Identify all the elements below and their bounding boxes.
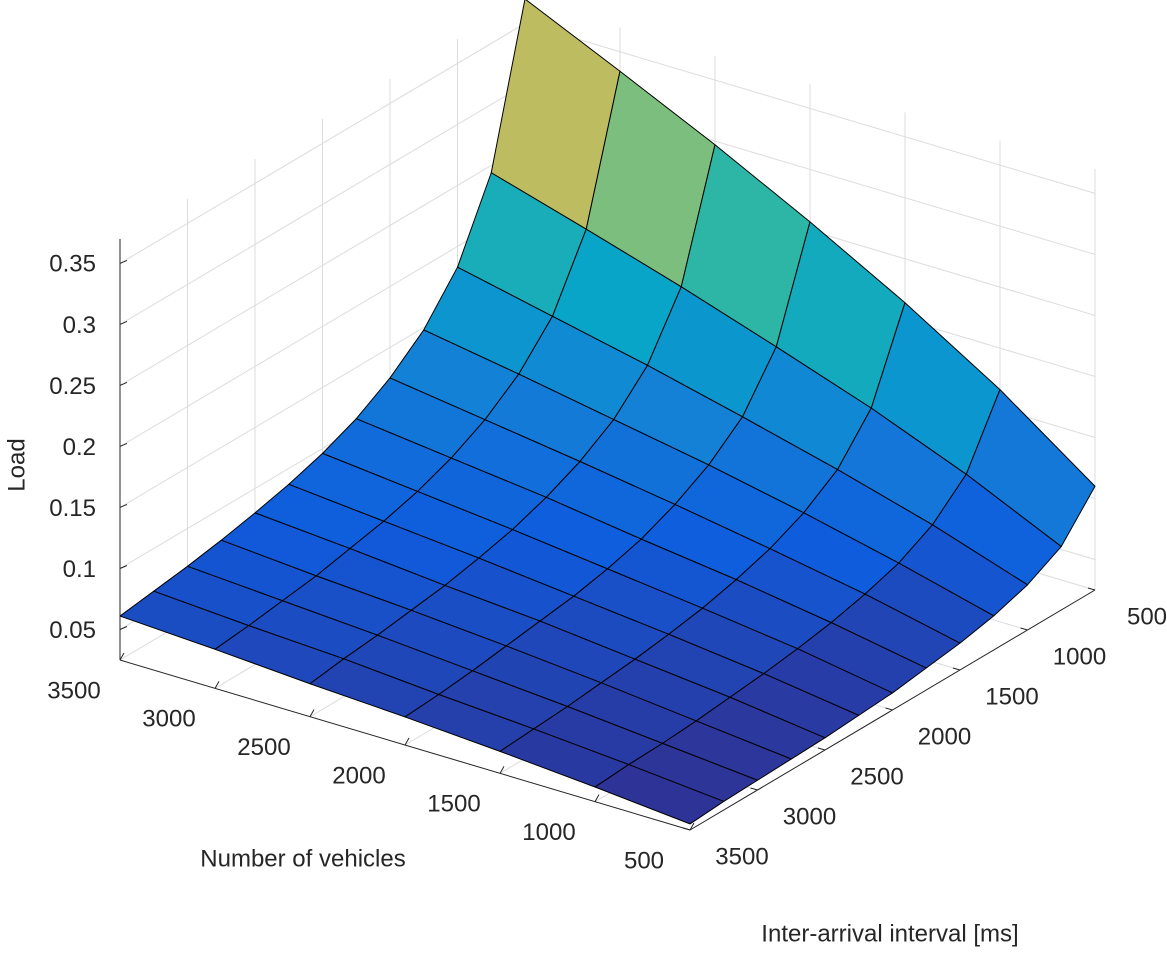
grid-line [119, 22, 526, 264]
z-tick-label: 0.3 [63, 312, 96, 339]
z-axis-label: Load [3, 438, 30, 491]
tick-mark [214, 681, 220, 689]
grid-line [119, 206, 526, 447]
tick-mark [119, 259, 128, 264]
z-tick-label: 0.35 [49, 251, 96, 278]
z-tick-label: 0.1 [63, 556, 96, 583]
tick-mark [952, 667, 961, 671]
x-axis-label: Number of vehicles [200, 845, 405, 872]
grid-line [524, 22, 1096, 194]
grid-line [119, 83, 526, 325]
z-tick-label: 0.25 [49, 373, 96, 400]
tick-mark [309, 709, 315, 717]
tick-mark [689, 822, 695, 831]
x-tick-label: 2500 [237, 734, 290, 761]
y-tick-label: 3000 [783, 803, 836, 830]
tick-mark [119, 626, 128, 630]
y-tick-label: 2000 [918, 723, 971, 750]
z-tick-label: 0.2 [63, 434, 96, 461]
tick-mark [885, 707, 893, 711]
tick-mark [119, 652, 125, 661]
y-tick-label: 1000 [1053, 643, 1106, 670]
y-tick-label: 2500 [850, 763, 903, 790]
tick-mark [817, 747, 826, 751]
tick-mark [119, 504, 128, 508]
tick-mark [1020, 627, 1028, 631]
surface-face [594, 764, 725, 825]
z-tick-label: 0.05 [49, 617, 96, 644]
x-tick-label: 3000 [142, 706, 195, 733]
tick-mark [119, 565, 128, 569]
tick-mark [119, 320, 128, 325]
y-axis-label: Inter-arrival interval [ms] [761, 920, 1018, 947]
x-tick-label: 3500 [47, 677, 100, 704]
z-tick-label: 0.15 [49, 495, 96, 522]
tick-mark [404, 737, 410, 746]
x-tick-label: 1500 [427, 791, 480, 818]
y-tick-label: 1500 [985, 683, 1038, 710]
tick-mark [1087, 587, 1096, 591]
tick-mark [119, 442, 128, 447]
y-tick-label: 3500 [715, 843, 768, 870]
tick-mark [682, 827, 691, 831]
grid-line [119, 145, 526, 386]
x-tick-label: 500 [624, 847, 664, 874]
y-tick-label: 500 [1127, 603, 1167, 630]
tick-mark [499, 766, 505, 774]
tick-mark [119, 381, 128, 386]
x-tick-label: 2000 [332, 762, 385, 789]
tick-mark [594, 794, 600, 802]
x-tick-label: 1000 [522, 819, 575, 846]
tick-mark [750, 787, 758, 791]
